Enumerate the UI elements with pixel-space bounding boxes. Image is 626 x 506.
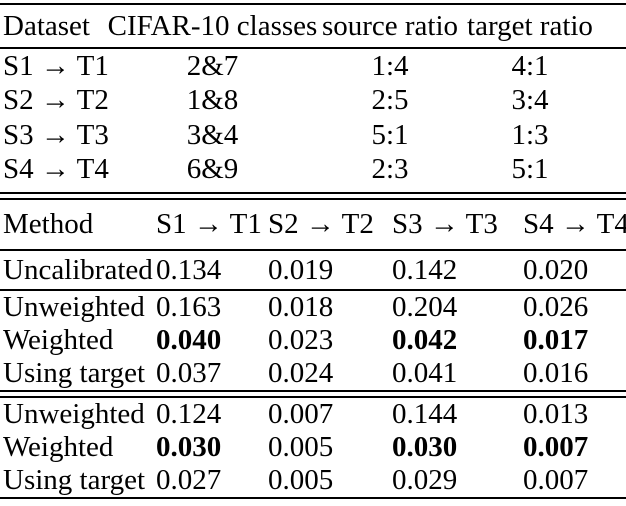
value-cell: 0.020 [523, 253, 589, 286]
table1-header-dataset: Dataset [3, 9, 90, 42]
value-cell: 0.040 [156, 324, 222, 356]
source-ratio-cell: 1:4 [371, 49, 409, 82]
value-cell: 0.007 [523, 431, 589, 463]
table-row: S4 → T4 6&9 2:3 5:1 [0, 153, 626, 188]
value-cell: 0.029 [392, 464, 458, 496]
source-ratio-cell: 2:3 [371, 153, 409, 186]
value-cell: 0.030 [392, 431, 458, 463]
value-cell: 0.026 [523, 291, 589, 323]
table2-section-group2: Unweighted 0.124 0.007 0.144 0.013 Weigh… [0, 398, 626, 497]
value-cell: 0.142 [392, 253, 458, 286]
value-cell: 0.041 [392, 357, 458, 389]
tables-separator-double-rule [0, 192, 626, 200]
source-ratio-cell: 5:1 [371, 118, 409, 151]
table2-header-s1t1: S1 → T1 [156, 208, 262, 240]
table1-header-row: Dataset CIFAR-10 classes source ratio ta… [0, 5, 626, 47]
value-cell: 0.017 [523, 324, 589, 356]
target-ratio-cell: 4:1 [511, 49, 549, 82]
table-row: S2 → T2 1&8 2:5 3:4 [0, 84, 626, 119]
section-divider-rule [0, 289, 626, 291]
dataset-cell: S1 → T1 [3, 49, 109, 82]
classes-cell: 3&4 [186, 118, 239, 151]
value-cell: 0.005 [268, 464, 334, 496]
table2-bottom-rule [0, 497, 626, 499]
value-cell: 0.134 [156, 253, 222, 286]
classes-cell: 1&8 [186, 84, 239, 117]
value-cell: 0.007 [268, 398, 334, 430]
dataset-cell: S3 → T3 [3, 118, 109, 151]
value-cell: 0.027 [156, 464, 222, 496]
table1-header-source-ratio: source ratio [321, 9, 459, 42]
classes-cell: 2&7 [186, 49, 239, 82]
table-row: S1 → T1 2&7 1:4 4:1 [0, 49, 626, 84]
method-cell: Unweighted [3, 291, 145, 323]
value-cell: 0.018 [268, 291, 334, 323]
table2-section-uncalibrated: Uncalibrated 0.134 0.019 0.142 0.020 [0, 251, 626, 289]
table2-header-s4t4: S4 → T4 [523, 208, 626, 240]
method-cell: Using target [3, 464, 146, 496]
table-row: Unweighted 0.163 0.018 0.204 0.026 [0, 291, 626, 324]
table1-top-rule [0, 3, 626, 5]
table-row: Using target 0.027 0.005 0.029 0.007 [0, 464, 626, 497]
table2-header-s3t3: S3 → T3 [392, 208, 498, 240]
table-row: Weighted 0.040 0.023 0.042 0.017 [0, 324, 626, 357]
table-row: Weighted 0.030 0.005 0.030 0.007 [0, 431, 626, 464]
dataset-cell: S2 → T2 [3, 84, 109, 117]
method-cell: Weighted [3, 431, 114, 463]
table-row: S3 → T3 3&4 5:1 1:3 [0, 118, 626, 153]
table-row: Unweighted 0.124 0.007 0.144 0.013 [0, 398, 626, 431]
method-cell: Weighted [3, 324, 114, 356]
target-ratio-cell: 1:3 [511, 118, 549, 151]
value-cell: 0.042 [392, 324, 458, 356]
table2-header-row: Method S1 → T1 S2 → T2 S3 → T3 S4 → T4 [0, 200, 626, 249]
value-cell: 0.124 [156, 398, 222, 430]
table1-header-rule [0, 47, 626, 49]
table1-body: S1 → T1 2&7 1:4 4:1 S2 → T2 1&8 2:5 3:4 … [0, 49, 626, 187]
method-cell: Unweighted [3, 398, 145, 430]
source-ratio-cell: 2:5 [371, 84, 409, 117]
dataset-cell: S4 → T4 [3, 153, 109, 186]
table-row: Using target 0.037 0.024 0.041 0.016 [0, 357, 626, 390]
classes-cell: 6&9 [186, 153, 239, 186]
table1-header-target-ratio: target ratio [467, 9, 593, 42]
value-cell: 0.007 [523, 464, 589, 496]
table2-header-rule [0, 249, 626, 251]
value-cell: 0.204 [392, 291, 458, 323]
value-cell: 0.024 [268, 357, 334, 389]
group-separator-double-rule [0, 390, 626, 398]
table1-header-classes: CIFAR-10 classes [107, 9, 318, 42]
value-cell: 0.023 [268, 324, 334, 356]
target-ratio-cell: 5:1 [511, 153, 549, 186]
value-cell: 0.144 [392, 398, 458, 430]
method-cell: Uncalibrated [3, 253, 153, 286]
table2-header-method: Method [3, 208, 94, 240]
value-cell: 0.016 [523, 357, 589, 389]
table-row: Uncalibrated 0.134 0.019 0.142 0.020 [0, 251, 626, 289]
table2-header-s2t2: S2 → T2 [268, 208, 374, 240]
value-cell: 0.037 [156, 357, 222, 389]
value-cell: 0.013 [523, 398, 589, 430]
target-ratio-cell: 3:4 [511, 84, 549, 117]
method-cell: Using target [3, 357, 146, 389]
value-cell: 0.163 [156, 291, 222, 323]
table2-section-group1: Unweighted 0.163 0.018 0.204 0.026 Weigh… [0, 291, 626, 390]
value-cell: 0.005 [268, 431, 334, 463]
value-cell: 0.019 [268, 253, 334, 286]
value-cell: 0.030 [156, 431, 222, 463]
